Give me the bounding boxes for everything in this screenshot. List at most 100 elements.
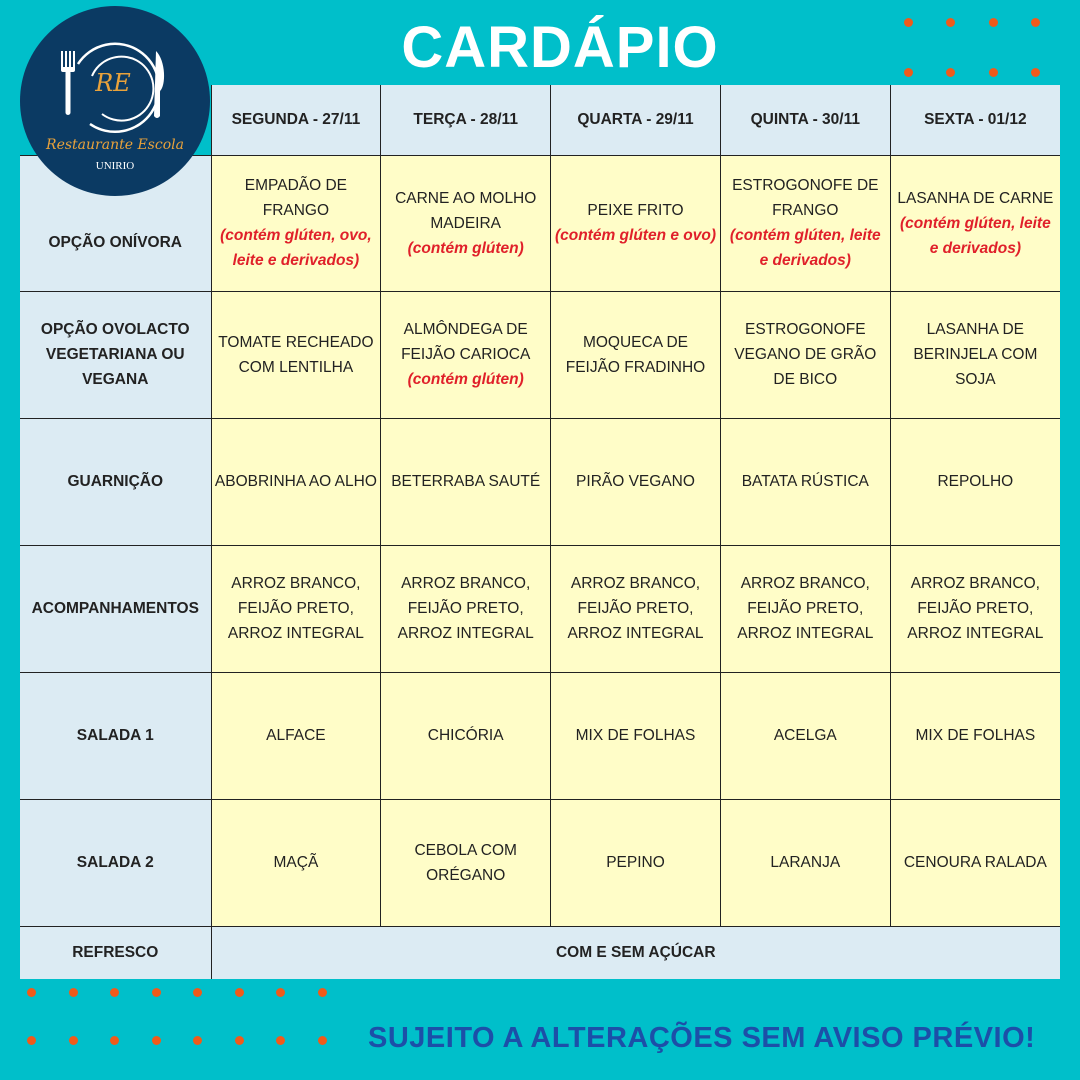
dish-name: ARROZ BRANCO, FEIJÃO PRETO, ARROZ INTEGR… <box>907 575 1044 642</box>
menu-cell: CHICÓRIA <box>380 671 552 800</box>
dish-name: MOQUECA DE FEIJÃO FRADINHO <box>565 333 706 376</box>
day-label: QUINTA - 30/11 <box>750 111 860 129</box>
row-label-cell: ACOMPANHAMENTOS <box>20 544 212 673</box>
dot <box>151 988 161 997</box>
dish-name: PEPINO <box>606 854 665 871</box>
menu-cell: TOMATE RECHEADO COM LENTILHA <box>210 290 382 419</box>
dot <box>234 1036 244 1045</box>
dish-name: CHICÓRIA <box>427 727 504 744</box>
row-label-cell: OPÇÃO OVOLACTO VEGETARIANA OU VEGANA <box>20 290 212 419</box>
dish-name: ALFACE <box>266 727 326 744</box>
allergen-note: (contém glúten, leite e derivados) <box>729 227 881 269</box>
dot <box>989 68 998 77</box>
menu-cell: BATATA RÚSTICA <box>719 417 891 546</box>
dish-name: EMPADÃO DE FRANGO <box>244 177 347 219</box>
plate-cutlery-icon: RE Restaurante Escola UNIRIO <box>45 42 184 172</box>
allergen-note: (contém glúten, ovo, leite e derivados) <box>220 227 372 269</box>
dot <box>904 68 913 77</box>
row-label: OPÇÃO OVOLACTO VEGETARIANA OU VEGANA <box>40 321 190 388</box>
menu-cell: ALFACE <box>210 671 382 800</box>
menu-cell: MAÇÃ <box>210 798 382 927</box>
dot <box>193 1036 202 1045</box>
menu-cell: ARROZ BRANCO, FEIJÃO PRETO, ARROZ INTEGR… <box>889 544 1060 673</box>
dot <box>904 18 913 27</box>
dot <box>1031 18 1040 27</box>
logo-initials: RE <box>94 69 131 97</box>
day-header: SEXTA - 01/12 <box>889 85 1060 156</box>
dish-name: PIRÃO VEGANO <box>576 473 695 490</box>
menu-cell: LASANHA DE BERINJELA COM SOJA <box>889 290 1060 419</box>
dish-name: ARROZ BRANCO, FEIJÃO PRETO, ARROZ INTEGR… <box>227 575 364 642</box>
dish-name: MIX DE FOLHAS <box>915 727 1036 744</box>
dot <box>151 1036 161 1045</box>
row-label-cell: REFRESCO <box>20 925 212 979</box>
dish-name: BATATA RÚSTICA <box>741 473 869 490</box>
allergen-note: (contém glúten e ovo) <box>554 227 717 244</box>
dish-name: ABOBRINHA AO ALHO <box>214 473 377 490</box>
menu-cell: PEIXE FRITO (contém glúten e ovo) <box>550 154 721 292</box>
dot <box>68 1036 78 1045</box>
menu-cell: ABOBRINHA AO ALHO <box>210 417 382 546</box>
dot <box>193 988 202 997</box>
menu-cell: ARROZ BRANCO, FEIJÃO PRETO, ARROZ INTEGR… <box>210 544 382 673</box>
row-label-cell: SALADA 1 <box>20 671 212 800</box>
dish-name: ARROZ BRANCO, FEIJÃO PRETO, ARROZ INTEGR… <box>397 575 534 642</box>
dish-name: PEIXE FRITO <box>587 202 684 219</box>
day-header: QUARTA - 29/11 <box>550 85 721 156</box>
row-label: SALADA 2 <box>76 854 154 871</box>
day-header: SEGUNDA - 27/11 <box>210 85 382 156</box>
menu-cell: CENOURA RALADA <box>889 798 1060 927</box>
menu-cell: ARROZ BRANCO, FEIJÃO PRETO, ARROZ INTEGR… <box>550 544 721 673</box>
dish-name: LASANHA DE CARNE <box>897 189 1054 207</box>
dot <box>317 1036 327 1045</box>
dot <box>276 1036 285 1045</box>
row-label: GUARNIÇÃO <box>67 473 164 490</box>
dish-name: CENOURA RALADA <box>903 854 1047 871</box>
row-label: REFRESCO <box>72 944 159 962</box>
row-label-cell: GUARNIÇÃO <box>20 417 212 546</box>
logo-org: UNIRIO <box>96 160 135 172</box>
dot <box>110 988 119 997</box>
day-label: SEGUNDA - 27/11 <box>231 111 361 129</box>
dot <box>317 988 327 997</box>
dot <box>110 1036 119 1045</box>
dish-name: ESTROGONOFE DE FRANGO <box>732 177 879 219</box>
disclaimer: SUJEITO A ALTERAÇÕES SEM AVISO PRÉVIO! <box>368 1022 1036 1054</box>
table-row: OPÇÃO OVOLACTO VEGETARIANA OU VEGANA TOMA… <box>20 290 1060 419</box>
menu-cell: ESTROGONOFE DE FRANGO (contém glúten, lei… <box>719 154 891 292</box>
menu-cell: MIX DE FOLHAS <box>889 671 1060 800</box>
refresco-value: COM E SEM AÇÚCAR <box>555 944 716 962</box>
menu-cell: ACELGA <box>719 671 891 800</box>
menu-cell: EMPADÃO DE FRANGO (contém glúten, ovo, le… <box>210 154 382 292</box>
menu-cell: LASANHA DE CARNE (contém glúten, leite e … <box>889 154 1060 292</box>
menu-cell: CEBOLA COM ORÉGANO <box>380 798 552 927</box>
menu-cell: MIX DE FOLHAS <box>550 671 721 800</box>
dot <box>989 18 998 27</box>
menu-cell: ARROZ BRANCO, FEIJÃO PRETO, ARROZ INTEGR… <box>719 544 891 673</box>
dot <box>234 988 244 997</box>
dot <box>1031 68 1040 77</box>
logo: RE Restaurante Escola UNIRIO <box>20 6 210 196</box>
allergen-note: (contém glúten) <box>407 239 524 257</box>
day-label: QUARTA - 29/11 <box>577 111 694 129</box>
menu-cell: MOQUECA DE FEIJÃO FRADINHO <box>550 290 721 419</box>
row-label: OPÇÃO ONÍVORA <box>48 233 182 251</box>
dish-name: TOMATE RECHEADO COM LENTILHA <box>218 333 374 376</box>
refresco-row: REFRESCO COM E SEM AÇÚCAR <box>20 925 1060 979</box>
dot <box>68 988 78 997</box>
row-label-cell: SALADA 2 <box>20 798 212 927</box>
allergen-note: (contém glúten, leite e derivados) <box>899 214 1051 257</box>
row-label: ACOMPANHAMENTOS <box>31 600 199 617</box>
table-row: GUARNIÇÃO ABOBRINHA AO ALHO BETERRABA SAUT… <box>20 417 1060 546</box>
dot <box>27 988 36 997</box>
dish-name: ESTROGONOFE VEGANO DE GRÃO DE BICO <box>734 321 877 388</box>
dish-name: CEBOLA COM ORÉGANO <box>414 841 517 884</box>
logo-name: Restaurante Escola <box>45 137 184 153</box>
menu-cell: ARROZ BRANCO, FEIJÃO PRETO, ARROZ INTEGR… <box>380 544 552 673</box>
day-header: QUINTA - 30/11 <box>719 85 891 156</box>
menu-cell: REPOLHO <box>889 417 1060 546</box>
dish-name: LASANHA DE BERINJELA COM SOJA <box>913 321 1038 388</box>
menu-cell: LARANJA <box>719 798 891 927</box>
menu-cell: ESTROGONOFE VEGANO DE GRÃO DE BICO <box>719 290 891 419</box>
day-label: SEXTA - 01/12 <box>924 111 1027 129</box>
